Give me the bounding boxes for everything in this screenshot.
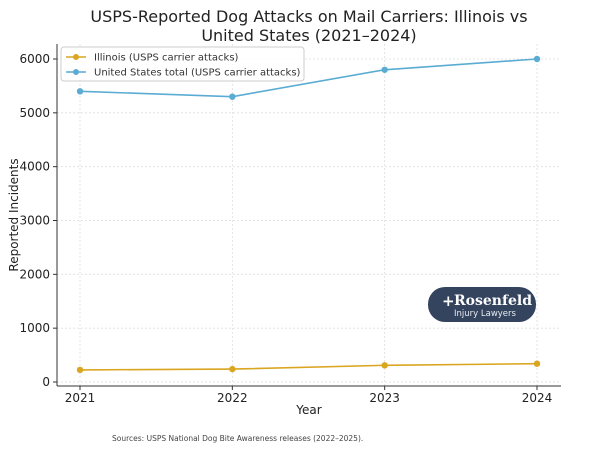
series-group (76, 55, 541, 374)
data-point (229, 93, 236, 100)
legend-marker-illinois (73, 54, 79, 60)
y-tick-label: 4000 (19, 160, 50, 174)
x-axis-label: Year (295, 403, 321, 417)
chart-title-line-2: United States (2021–2024) (201, 26, 416, 45)
x-tick-label: 2021 (65, 391, 96, 405)
x-ticks: 2021 2022 2023 2024 (65, 386, 553, 405)
legend: Illinois (USPS carrier attacks) United S… (60, 46, 305, 82)
data-point (533, 55, 541, 63)
logo-plus-icon: + (442, 292, 455, 310)
legend-marker-us (73, 69, 79, 75)
x-tick-label: 2024 (522, 391, 553, 405)
logo-badge (428, 287, 536, 322)
legend-label-us: United States total (USPS carrier attack… (94, 68, 301, 79)
series-line-0 (79, 362, 538, 371)
y-tick-label: 6000 (19, 52, 50, 66)
y-tick-label: 5000 (19, 106, 50, 120)
y-axis-label: Reported Incidents (7, 158, 21, 271)
axes (56, 44, 561, 387)
x-tick-label: 2022 (217, 391, 248, 405)
logo-subtitle: Injury Lawyers (454, 309, 517, 319)
data-point (381, 66, 388, 73)
rosenfeld-logo: + Rosenfeld Injury Lawyers (428, 287, 536, 322)
y-tick-label: 3000 (19, 214, 50, 228)
x-tick-label: 2023 (369, 391, 400, 405)
y-tick-label: 0 (42, 375, 50, 389)
y-tick-label: 2000 (19, 267, 50, 281)
legend-box (60, 46, 305, 82)
logo-name: Rosenfeld (454, 293, 532, 309)
legend-label-illinois: Illinois (USPS carrier attacks) (94, 53, 239, 64)
series-line-1 (79, 58, 538, 98)
y-ticks: 0 1000 2000 3000 4000 5000 6000 (19, 52, 57, 389)
data-point (533, 360, 541, 367)
chart-title-line-1: USPS-Reported Dog Attacks on Mail Carrie… (90, 7, 527, 26)
data-point (76, 88, 84, 95)
y-tick-label: 1000 (19, 321, 50, 335)
grid (57, 44, 561, 386)
data-point (381, 362, 388, 369)
data-point (76, 366, 84, 374)
source-note: Sources: USPS National Dog Bite Awarenes… (112, 434, 363, 443)
data-point (229, 365, 236, 373)
